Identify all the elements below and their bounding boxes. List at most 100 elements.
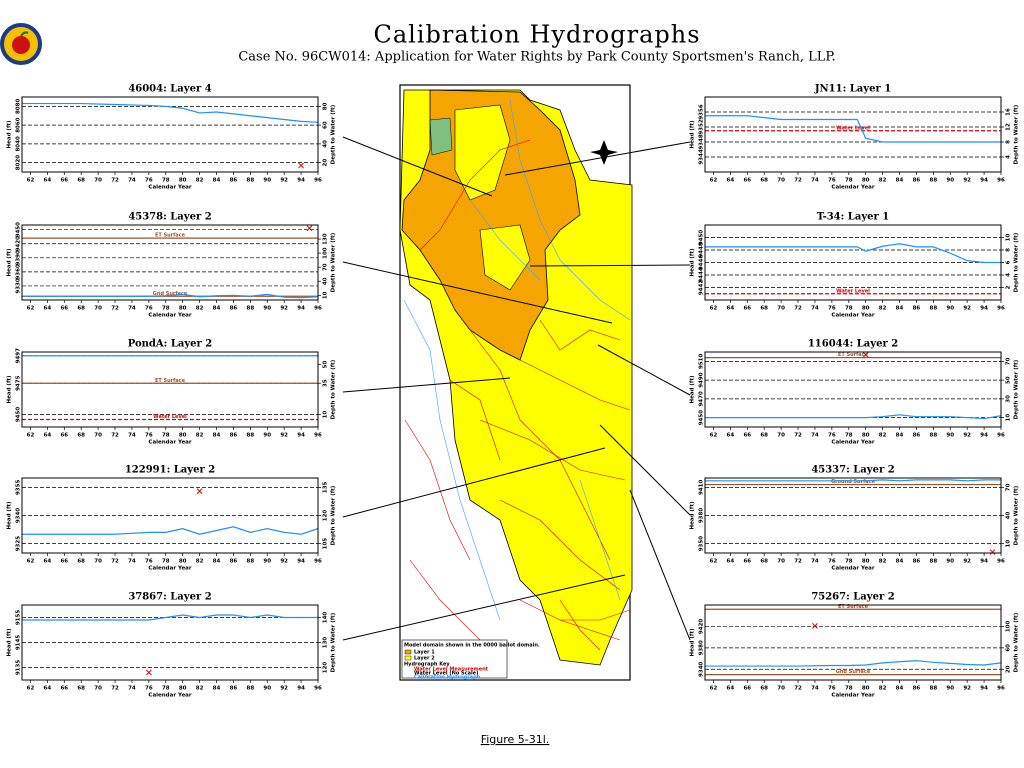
- x-tick-label: 96: [314, 433, 322, 439]
- y-tick-label: 9325: [16, 536, 22, 551]
- y2-tick-label: 120: [323, 510, 329, 522]
- x-tick-label: 78: [845, 433, 853, 439]
- y2-tick-label: 10: [1006, 414, 1012, 422]
- chart-title: 122991: Layer 2: [125, 465, 215, 476]
- x-tick-label: 72: [111, 433, 119, 439]
- x-tick-label: 82: [196, 559, 204, 565]
- y2-axis-label: Depth to Water (ft): [1014, 485, 1020, 545]
- x-tick-label: 62: [710, 686, 718, 692]
- x-tick-label: 92: [963, 433, 971, 439]
- y-tick-label: 9155: [16, 610, 22, 625]
- y2-tick-label: 20: [323, 159, 329, 167]
- x-tick-label: 88: [930, 559, 938, 565]
- y2-tick-label: 12: [1006, 123, 1012, 131]
- y-axis-label: Head (ft): [690, 501, 696, 529]
- x-tick-label: 90: [946, 433, 954, 439]
- plot-frame: [21, 224, 319, 301]
- x-tick-label: 78: [845, 178, 853, 184]
- x-tick-label: 92: [280, 178, 288, 184]
- y2-tick-label: 8: [1006, 248, 1012, 252]
- x-tick-label: 62: [27, 433, 35, 439]
- reference-label: Ground Surface: [831, 479, 876, 485]
- observed-point: [298, 162, 304, 169]
- x-tick-label: 72: [111, 559, 119, 565]
- x-tick-label: 80: [862, 433, 870, 439]
- x-tick-label: 78: [162, 306, 170, 312]
- x-axis-label: Calendar Year: [831, 693, 874, 699]
- x-tick-label: 90: [263, 306, 271, 312]
- y-axis-label: Head (ft): [690, 120, 696, 148]
- leader-lines: [342, 136, 691, 641]
- y2-axis-label: Depth to Water (ft): [331, 612, 337, 672]
- x-tick-label: 64: [727, 559, 735, 565]
- y-axis-label: Head (ft): [7, 248, 13, 276]
- observed-point: [146, 669, 152, 676]
- x-tick-label: 66: [743, 306, 751, 312]
- y2-tick-label: 80: [323, 102, 329, 110]
- x-tick-label: 84: [213, 306, 221, 312]
- y2-tick-label: 4: [1006, 273, 1012, 277]
- x-tick-label: 64: [727, 686, 735, 692]
- chart-title: 75267: Layer 2: [811, 592, 894, 603]
- x-tick-label: 90: [263, 433, 271, 439]
- x-tick-label: 78: [845, 686, 853, 692]
- x-tick-label: 76: [828, 178, 836, 184]
- x-tick-label: 70: [94, 686, 102, 692]
- legend-key-item: Calibration Hydrograph: [414, 675, 481, 681]
- x-tick-label: 82: [879, 306, 887, 312]
- y2-axis-label: Depth to Water (ft): [1014, 232, 1020, 292]
- x-tick-label: 68: [760, 559, 768, 565]
- x-tick-label: 76: [145, 686, 153, 692]
- x-tick-label: 72: [794, 178, 802, 184]
- simulated-line: [22, 614, 318, 621]
- hydrograph: 37867: Layer 2 9135 9145 9155 120 130 140 62 64 6…: [7, 592, 337, 699]
- reference-label: ET Surface: [838, 604, 869, 610]
- x-tick-label: 80: [862, 686, 870, 692]
- simulated-line: [705, 660, 1002, 667]
- x-tick-label: 92: [280, 559, 288, 565]
- map-legend: Model domain shown in the 0000 ballot do…: [401, 639, 540, 681]
- x-tick-label: 88: [930, 686, 938, 692]
- y2-axis-label: Depth to Water (ft): [1014, 359, 1020, 419]
- y-axis-label: Head (ft): [7, 628, 13, 656]
- x-tick-label: 70: [94, 433, 102, 439]
- x-tick-label: 90: [263, 686, 271, 692]
- x-tick-label: 74: [811, 306, 819, 312]
- chart-title: 116044: Layer 2: [808, 339, 898, 350]
- x-axis-label: Calendar Year: [148, 693, 191, 699]
- x-tick-label: 74: [811, 178, 819, 184]
- x-tick-label: 62: [710, 178, 718, 184]
- simulated-line: [22, 526, 319, 535]
- x-tick-label: 84: [213, 559, 221, 565]
- x-tick-label: 92: [963, 559, 971, 565]
- y2-tick-label: 70: [1006, 357, 1012, 365]
- figure-caption: Figure 5-31l.: [481, 733, 550, 746]
- x-tick-label: 92: [280, 306, 288, 312]
- x-tick-label: 72: [794, 559, 802, 565]
- hydrograph: 45337: Layer 2 9350 9380 9410 10 40 70 62 64 66 68…: [690, 465, 1020, 572]
- x-tick-label: 84: [213, 178, 221, 184]
- x-tick-label: 86: [913, 178, 921, 184]
- y-tick-label: 9450: [699, 410, 705, 425]
- y-tick-label: 9344: [699, 149, 705, 164]
- x-tick-label: 94: [980, 433, 988, 439]
- x-tick-label: 68: [760, 686, 768, 692]
- x-tick-label: 88: [247, 559, 255, 565]
- x-tick-label: 68: [77, 178, 85, 184]
- hydrograph: 116044: Layer 29450947094909510103050706…: [690, 339, 1020, 446]
- y2-tick-label: 10: [323, 411, 329, 419]
- chart-title: PondA: Layer 2: [128, 339, 213, 350]
- x-tick-label: 94: [297, 559, 305, 565]
- plot-frame: [21, 351, 319, 428]
- x-tick-label: 94: [980, 559, 988, 565]
- x-tick-label: 76: [145, 433, 153, 439]
- reference-label: Water Level: [153, 414, 187, 420]
- x-tick-label: 86: [230, 178, 238, 184]
- x-tick-label: 84: [896, 178, 904, 184]
- x-tick-label: 66: [60, 686, 68, 692]
- y-axis-label: Head (ft): [7, 501, 13, 529]
- x-tick-label: 72: [111, 686, 119, 692]
- y2-tick-label: 70: [323, 263, 329, 271]
- x-tick-label: 74: [811, 559, 819, 565]
